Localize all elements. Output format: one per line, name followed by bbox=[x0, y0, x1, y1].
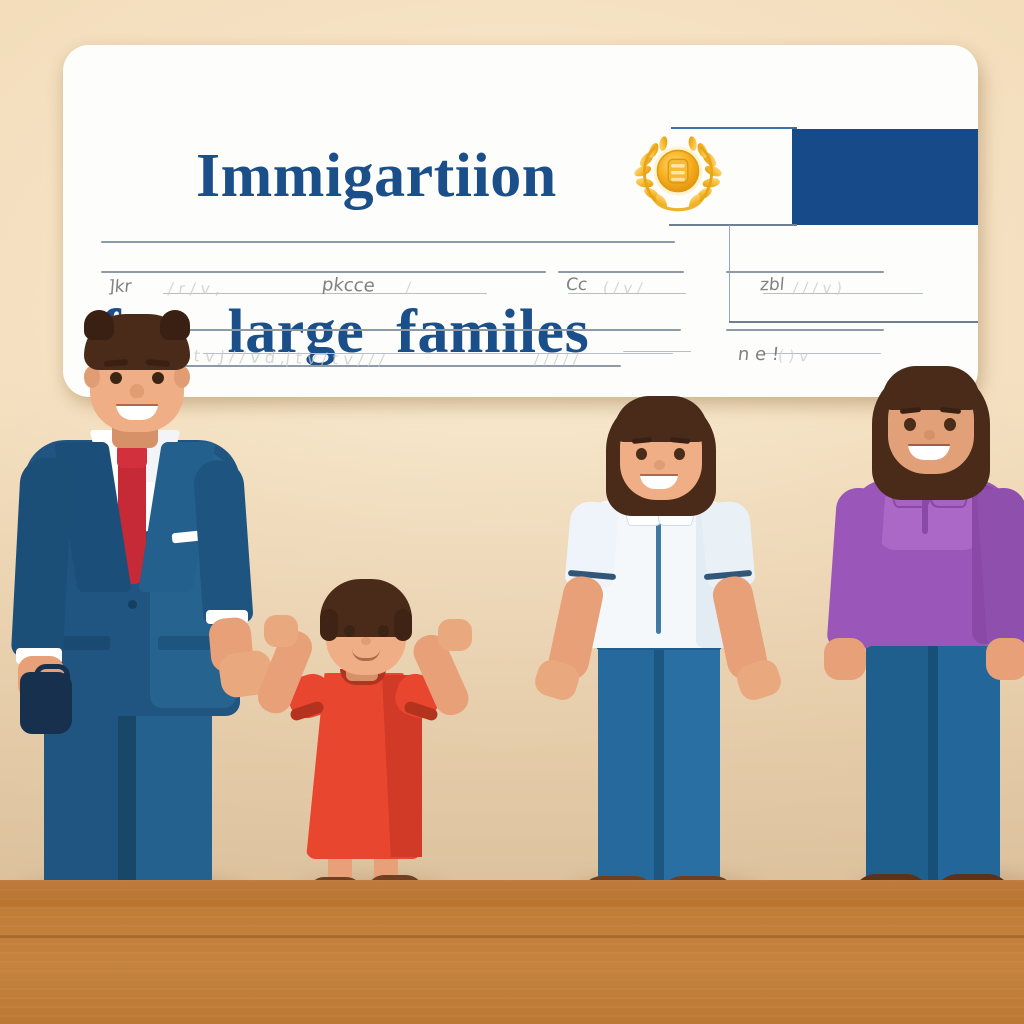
mother-pants-left bbox=[866, 634, 930, 884]
father-briefcase-handle bbox=[34, 664, 70, 685]
flag-top-rule bbox=[671, 127, 797, 129]
teen-pants-seam bbox=[654, 642, 664, 884]
form-rule-9 bbox=[726, 329, 884, 331]
flag-mid-rule bbox=[669, 224, 797, 226]
father-ear-right bbox=[174, 366, 190, 388]
wooden-floor bbox=[0, 880, 1024, 1024]
mother-nose bbox=[924, 430, 935, 440]
teen-pants-right bbox=[662, 640, 720, 886]
father-arm-left bbox=[10, 456, 74, 660]
handwriting-scribble-2: pkcce bbox=[320, 274, 377, 297]
form-rule-5 bbox=[163, 293, 487, 295]
child-nose bbox=[361, 637, 371, 645]
father-ear-left bbox=[84, 366, 100, 388]
father-trouser-shadow bbox=[118, 700, 136, 906]
handwriting-scribble-10: n e ! bbox=[736, 344, 781, 365]
blue-flag-block bbox=[792, 129, 978, 225]
mother-mouth-smile bbox=[908, 444, 950, 460]
form-rule-1 bbox=[101, 241, 675, 243]
teen-eye-right bbox=[674, 448, 685, 460]
child-hand-left bbox=[264, 615, 298, 647]
handwriting-scribble-4: Cc bbox=[564, 275, 589, 295]
board-title-line1: Immigartiion bbox=[196, 142, 557, 210]
form-rule-10 bbox=[203, 353, 673, 355]
father-trouser-left bbox=[44, 700, 122, 910]
father-trouser-right bbox=[132, 700, 212, 910]
mother-pants-right bbox=[936, 634, 1000, 884]
teen-pants-left bbox=[598, 640, 656, 886]
handwriting-scribble-9: / / / / / bbox=[533, 349, 580, 369]
father-pocket-flap-left bbox=[54, 636, 110, 650]
form-rule-3 bbox=[558, 271, 684, 273]
flag-bottom-rule bbox=[729, 321, 978, 323]
mother-pants-seam bbox=[928, 636, 938, 882]
father-pocket-flap-right bbox=[158, 636, 214, 650]
immigration-form-board: Immigartiion for large familes bbox=[63, 45, 978, 397]
handwriting-scribble-3: / bbox=[405, 279, 412, 297]
child-hair-side-left bbox=[320, 609, 338, 641]
form-rule-4 bbox=[726, 271, 884, 273]
child-hair-side-right bbox=[394, 609, 412, 641]
handwriting-scribble-7: / / / v ) bbox=[792, 279, 843, 297]
form-rule-7 bbox=[763, 293, 923, 295]
father-jacket-button bbox=[128, 600, 137, 609]
teen-eye-left bbox=[636, 448, 647, 460]
teen-girl-in-white-shirt bbox=[520, 390, 800, 940]
mother-placket bbox=[922, 490, 928, 534]
form-rule-12 bbox=[763, 353, 881, 355]
child-mouth bbox=[352, 649, 380, 661]
child-eye-right bbox=[378, 625, 389, 637]
father-nose bbox=[130, 384, 144, 398]
mother-hand-left bbox=[824, 638, 866, 680]
father-eye-right bbox=[152, 372, 164, 384]
father-hair-tuft-right bbox=[160, 310, 190, 340]
handwriting-scribble-5: ( / v / bbox=[601, 278, 644, 298]
mother-eye-right bbox=[944, 418, 956, 431]
mother-in-purple-top bbox=[818, 362, 1024, 932]
father-hair-tuft-left bbox=[84, 310, 114, 340]
handwriting-scribble-0: ]kr bbox=[107, 276, 133, 298]
form-rule-13 bbox=[101, 365, 621, 367]
teen-shirt-placket bbox=[656, 516, 661, 634]
flag-vertical-rule bbox=[729, 225, 731, 323]
father-eye-left bbox=[110, 372, 122, 384]
form-rule-11 bbox=[623, 351, 691, 353]
mother-eye-left bbox=[904, 418, 916, 431]
laurel-wreath-seal-emblem bbox=[629, 123, 727, 223]
mother-hand-right bbox=[986, 638, 1024, 680]
father-in-blue-suit bbox=[0, 300, 310, 940]
child-hand-right bbox=[438, 619, 472, 651]
father-mouth-smile bbox=[116, 404, 158, 420]
teen-hair-front bbox=[614, 396, 708, 442]
teen-mouth-smile bbox=[640, 474, 678, 489]
handwriting-scribble-11: ( ) v bbox=[776, 346, 810, 366]
child-eye-left bbox=[344, 625, 355, 637]
mother-hair-front bbox=[882, 366, 980, 410]
floor-edge-line bbox=[0, 935, 1024, 938]
father-tie-knot bbox=[117, 444, 147, 468]
form-rule-8 bbox=[101, 329, 681, 331]
floor-wood-grain bbox=[0, 880, 1024, 1024]
handwriting-scribble-6: zbl bbox=[759, 274, 786, 296]
father-arm-right bbox=[192, 458, 254, 626]
form-rule-6 bbox=[568, 293, 686, 295]
form-rule-2 bbox=[101, 271, 546, 273]
teen-nose bbox=[654, 460, 665, 470]
handwriting-scribble-1: / r / v , bbox=[167, 279, 222, 298]
